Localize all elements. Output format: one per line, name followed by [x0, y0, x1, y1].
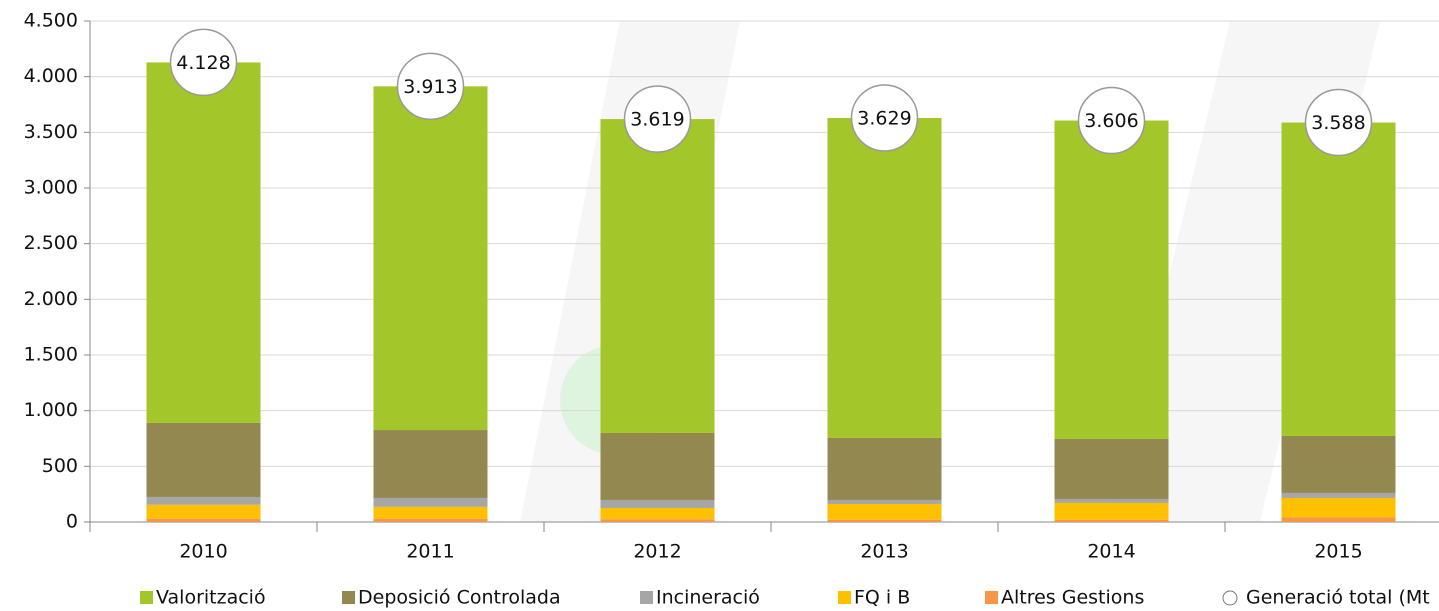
legend-swatch [140, 591, 153, 604]
bar-segment [1281, 122, 1396, 436]
total-marker [169, 28, 238, 97]
x-tick-label: 2011 [406, 541, 454, 563]
total-label: 4.128 [176, 52, 230, 74]
y-tick-label: 1.500 [24, 344, 78, 366]
y-tick-label: 0 [66, 511, 78, 533]
bar-segment [600, 507, 715, 520]
bar-segment [600, 499, 715, 508]
total-marker [1304, 88, 1373, 157]
x-tick-label: 2014 [1087, 541, 1135, 563]
bar-segment [373, 518, 488, 522]
legend-label: Valorització [156, 587, 266, 609]
y-tick-label: 3.000 [24, 177, 78, 199]
bar-segment [1054, 502, 1169, 520]
y-tick-label: 2.000 [24, 288, 78, 310]
bar-segment [373, 506, 488, 519]
bar-segment [827, 437, 942, 500]
x-tick-label: 2013 [860, 541, 908, 563]
legend-label: FQ i B [854, 587, 910, 609]
total-label: 3.619 [630, 109, 684, 131]
legend-label: Altres Gestions [1001, 587, 1144, 609]
legend-swatch [985, 591, 998, 604]
legend-label: Deposició Controlada [358, 587, 561, 609]
x-tick-label: 2015 [1314, 541, 1362, 563]
legend-swatch [640, 591, 653, 604]
bar-segment [146, 422, 261, 497]
bar-segment [1054, 438, 1169, 499]
bar-segment [373, 497, 488, 507]
x-tick-label: 2012 [633, 541, 681, 563]
total-label: 3.629 [857, 107, 911, 129]
y-tick-label: 2.500 [24, 232, 78, 254]
total-label: 3.606 [1084, 110, 1138, 132]
total-marker [396, 52, 465, 121]
bar-segment [373, 430, 488, 498]
bar-segment [146, 504, 261, 519]
y-tick-label: 4.000 [24, 65, 78, 87]
x-tick-label: 2010 [179, 541, 227, 563]
total-marker [1077, 86, 1146, 155]
bar-segment [827, 117, 942, 438]
bar-segment [600, 519, 715, 522]
legend-swatch [838, 591, 851, 604]
bar-segment [373, 86, 488, 431]
bar-segment [1281, 492, 1396, 498]
legend-swatch [1222, 590, 1238, 606]
bar-segment [1054, 120, 1169, 439]
total-label: 3.588 [1311, 112, 1365, 134]
bar-segment [146, 62, 261, 423]
bar-segment [827, 503, 942, 520]
y-tick-label: 4.500 [24, 10, 78, 32]
y-tick-label: 500 [42, 455, 78, 477]
bar-segment [1281, 497, 1396, 518]
bar-segment [1281, 517, 1396, 522]
total-marker [850, 84, 919, 152]
bar-segment [600, 119, 715, 433]
bar-segment [827, 519, 942, 522]
legend-swatch [342, 591, 355, 604]
bar-segment [1054, 519, 1169, 522]
total-label: 3.913 [403, 76, 457, 98]
bar-segment [1281, 435, 1396, 493]
legend-label: Incineració [656, 587, 760, 609]
bar-segment [1054, 498, 1169, 503]
bar-segment [146, 496, 261, 505]
bar-segment [827, 499, 942, 504]
total-marker [623, 85, 692, 153]
bar-segment [146, 518, 261, 522]
y-tick-label: 1.000 [24, 399, 78, 421]
legend-label: Generació total (Mt [1246, 587, 1430, 609]
y-tick-label: 3.500 [24, 121, 78, 143]
bar-segment [600, 432, 715, 500]
